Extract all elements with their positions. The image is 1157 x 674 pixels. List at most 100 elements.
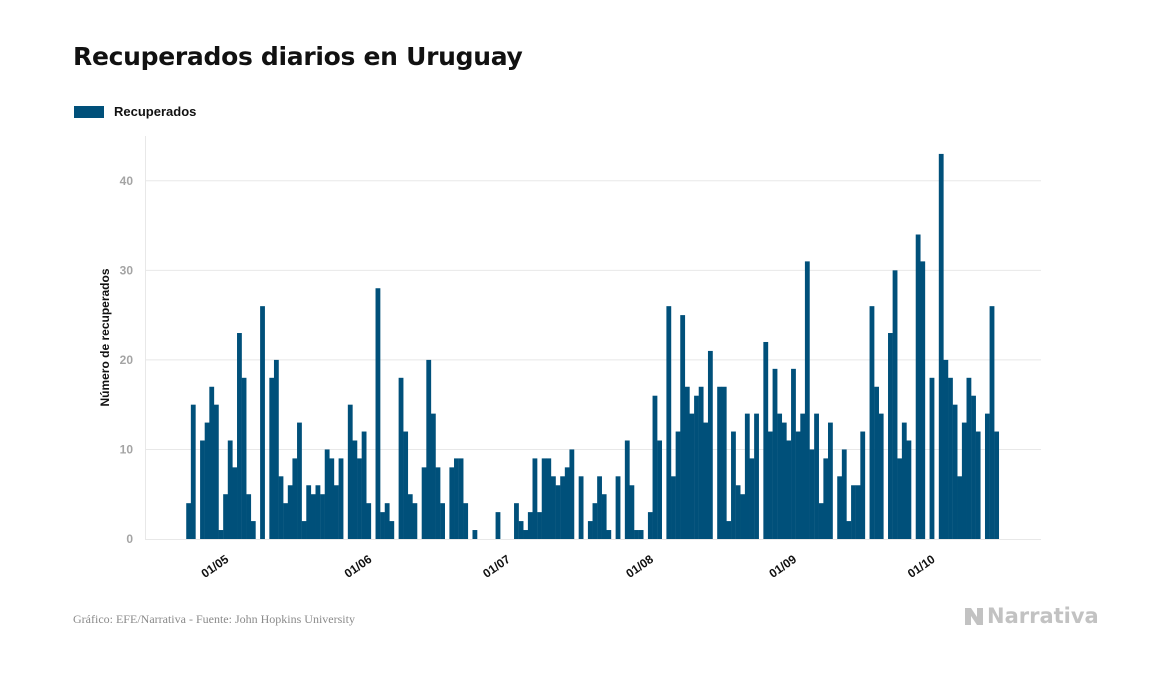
bar	[223, 494, 228, 539]
bar	[541, 458, 547, 539]
bar	[329, 458, 335, 539]
x-tick-label: 01/06	[342, 552, 375, 581]
bar	[472, 530, 478, 539]
bar	[389, 521, 395, 539]
bar	[754, 413, 759, 539]
bar	[518, 521, 524, 539]
bar	[777, 413, 783, 539]
bar	[735, 485, 741, 539]
bar	[440, 503, 445, 539]
bar	[495, 512, 501, 539]
legend-label: Recuperados	[114, 104, 197, 119]
bar	[578, 476, 584, 539]
y-tick-label: 30	[120, 263, 134, 277]
bar	[948, 377, 953, 539]
y-tick-label: 0	[126, 532, 133, 546]
bar	[375, 288, 381, 539]
x-tick-label: 01/10	[905, 552, 938, 581]
bar	[587, 521, 593, 539]
bar	[851, 485, 856, 539]
bar	[707, 350, 713, 539]
source-caption: Gráfico: EFE/Narrativa - Fuente: John Ho…	[73, 612, 355, 626]
bar	[666, 306, 672, 539]
bar	[786, 440, 792, 539]
narrativa-logo-icon	[965, 608, 983, 625]
bar	[809, 449, 815, 539]
x-tick-label: 01/05	[199, 552, 232, 581]
bar	[800, 413, 806, 539]
bar	[675, 431, 681, 539]
bar	[454, 458, 459, 539]
bar	[781, 422, 787, 539]
bar	[878, 413, 884, 539]
bar	[232, 467, 238, 539]
bar	[347, 404, 353, 539]
bar	[227, 440, 233, 539]
bar	[237, 333, 242, 539]
bar	[767, 431, 773, 539]
bar	[569, 449, 575, 539]
bar	[260, 306, 265, 539]
legend: Recuperados	[74, 104, 196, 119]
bar	[246, 494, 252, 539]
bar	[338, 458, 344, 539]
bar	[906, 440, 912, 539]
bar	[975, 431, 981, 539]
y-tick-label: 40	[120, 174, 134, 188]
bar	[634, 530, 639, 539]
bar	[449, 467, 455, 539]
bar	[380, 512, 385, 539]
bar	[292, 458, 298, 539]
bar	[814, 413, 819, 539]
bar	[638, 530, 644, 539]
bar	[957, 476, 963, 539]
y-tick-labels: 0 10 20 30 40	[120, 174, 134, 546]
bar	[920, 261, 926, 539]
bar	[717, 386, 723, 539]
x-tick-label: 01/08	[623, 552, 656, 581]
bar	[550, 476, 556, 539]
bar	[740, 494, 746, 539]
bar	[421, 467, 427, 539]
bar	[537, 512, 542, 539]
bar	[828, 422, 833, 539]
bar	[283, 503, 289, 539]
bar	[938, 153, 944, 539]
bar	[361, 431, 367, 539]
bar	[412, 503, 418, 539]
bar	[186, 503, 192, 539]
bar	[287, 485, 293, 539]
bar	[514, 503, 519, 539]
bar	[366, 503, 372, 539]
bar	[301, 521, 307, 539]
bar	[430, 413, 436, 539]
bar	[278, 476, 284, 539]
bar	[772, 368, 778, 539]
bar	[463, 503, 469, 539]
bar	[555, 485, 561, 539]
bar	[398, 377, 404, 539]
bar	[213, 404, 219, 539]
bar	[315, 485, 321, 539]
bar	[273, 359, 279, 539]
bar	[855, 485, 861, 539]
grid-lines	[145, 180, 1041, 450]
bar	[200, 440, 205, 539]
bar	[320, 494, 325, 539]
bar	[966, 377, 972, 539]
bar	[915, 234, 921, 539]
bar	[597, 476, 602, 539]
bar	[795, 431, 801, 539]
bar	[204, 422, 210, 539]
bar	[384, 503, 390, 539]
bar	[989, 306, 995, 539]
bar	[435, 467, 441, 539]
brand-logo: Narrativa	[963, 604, 1099, 628]
bar	[403, 431, 409, 539]
bar	[532, 458, 538, 539]
bar	[546, 458, 552, 539]
bar	[721, 386, 727, 539]
bar	[527, 512, 533, 539]
bar	[671, 476, 676, 539]
bar	[823, 458, 829, 539]
